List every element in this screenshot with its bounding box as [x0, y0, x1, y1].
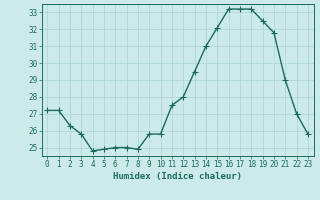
X-axis label: Humidex (Indice chaleur): Humidex (Indice chaleur) — [113, 172, 242, 181]
